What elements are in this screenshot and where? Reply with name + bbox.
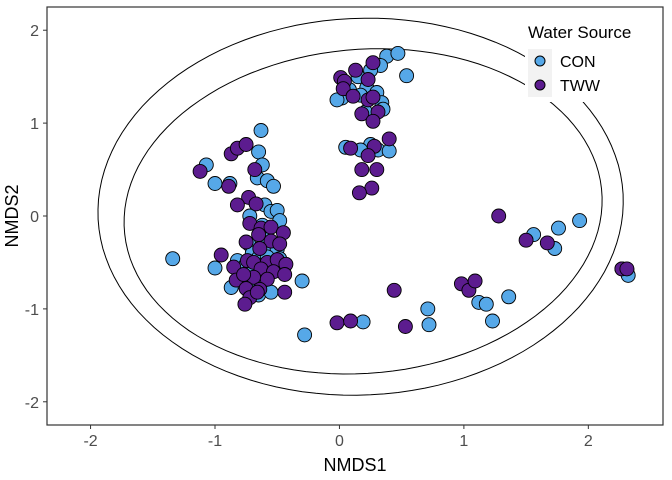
point-con-65 — [485, 313, 500, 329]
point-tww-53 — [249, 284, 265, 300]
point-tww-2 — [348, 62, 364, 78]
x-tick-label-3: 1 — [459, 433, 468, 450]
point-con-57 — [165, 251, 181, 267]
point-tww-20 — [192, 163, 208, 179]
point-con-58 — [207, 260, 223, 276]
point-con-62 — [421, 317, 437, 333]
point-tww-26 — [221, 178, 237, 194]
legend-title: Water Source — [528, 23, 631, 42]
point-tww-23 — [238, 137, 254, 152]
point-con-10 — [329, 92, 345, 108]
point-tww-65 — [491, 208, 507, 224]
point-tww-59 — [329, 315, 345, 331]
point-tww-48 — [277, 267, 293, 282]
point-tww-61 — [397, 319, 413, 334]
point-tww-13 — [343, 140, 359, 156]
point-tww-31 — [263, 219, 279, 235]
confidence-ellipse-1 — [97, 17, 624, 396]
legend-key-tww-symbol — [534, 79, 546, 91]
x-tick-label-0: -2 — [83, 433, 97, 450]
point-tww-15 — [381, 131, 397, 147]
point-tww-14 — [360, 148, 376, 164]
point-con-2 — [399, 68, 415, 84]
point-layer — [165, 45, 636, 343]
point-con-20 — [253, 123, 269, 138]
point-tww-55 — [277, 284, 293, 300]
point-tww-5 — [335, 81, 351, 97]
point-tww-58 — [386, 282, 402, 298]
point-tww-9 — [354, 106, 370, 122]
point-tww-16 — [354, 162, 370, 178]
point-con-53 — [294, 273, 310, 289]
point-con-64 — [478, 296, 494, 312]
y-tick-label-0: -2 — [25, 395, 39, 412]
point-tww-3 — [360, 72, 376, 87]
point-con-59 — [297, 327, 313, 343]
point-tww-67 — [539, 235, 555, 251]
x-tick-label-2: 0 — [335, 433, 344, 450]
confidence-ellipse-2 — [123, 48, 603, 375]
x-tick-label-4: 2 — [584, 433, 593, 450]
point-tww-60 — [343, 313, 359, 329]
point-tww-4 — [365, 55, 381, 71]
legend-key-con-symbol — [534, 55, 546, 67]
axis-layer: -2 -1 0 1 2 -2 -1 0 1 2 — [25, 23, 593, 450]
point-tww-66 — [518, 232, 534, 248]
x-axis-title: NMDS1 — [323, 455, 386, 475]
point-tww-64 — [467, 273, 483, 289]
point-con-28 — [266, 178, 281, 194]
point-con-21 — [251, 144, 267, 160]
point-tww-18 — [364, 180, 380, 196]
point-tww-33 — [251, 227, 267, 243]
y-axis-title: NMDS2 — [2, 184, 22, 247]
point-tww-28 — [248, 196, 264, 212]
point-tww-54 — [237, 296, 253, 312]
legend-label-con: CON — [560, 54, 596, 71]
point-tww-17 — [369, 162, 385, 178]
x-tick-label-1: -1 — [208, 433, 222, 450]
y-tick-label-1: -1 — [25, 302, 39, 319]
point-tww-8 — [365, 89, 381, 105]
point-tww-57 — [236, 267, 252, 282]
point-con-1 — [390, 45, 406, 61]
point-con-24 — [207, 176, 223, 191]
ellipse-layer — [97, 17, 624, 396]
point-tww-69 — [619, 261, 635, 277]
point-con-61 — [420, 301, 436, 317]
point-tww-34 — [238, 234, 254, 250]
point-con-60 — [355, 314, 371, 330]
point-tww-37 — [252, 241, 268, 256]
point-tww-19 — [351, 185, 367, 201]
point-tww-47 — [259, 271, 275, 287]
y-tick-label-2: 0 — [30, 209, 39, 226]
y-tick-label-4: 2 — [30, 23, 39, 40]
point-con-70 — [572, 213, 588, 229]
point-tww-36 — [272, 236, 288, 252]
point-tww-25 — [247, 162, 263, 178]
y-tick-label-3: 1 — [30, 116, 39, 133]
legend: Water Source CON TWW — [525, 18, 657, 102]
point-tww-27 — [229, 197, 245, 213]
point-tww-56 — [213, 247, 229, 263]
point-tww-6 — [345, 88, 361, 104]
point-con-69 — [551, 220, 566, 236]
point-con-66 — [501, 289, 517, 305]
point-tww-11 — [365, 113, 381, 129]
legend-label-tww: TWW — [560, 78, 601, 95]
